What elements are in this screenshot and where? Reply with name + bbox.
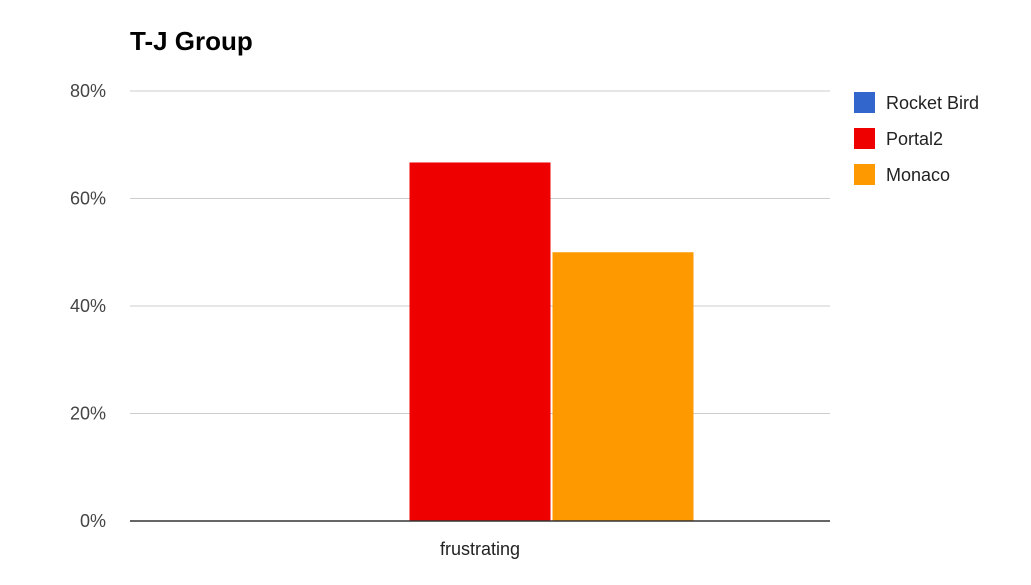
y-tick-label: 0% xyxy=(80,511,106,531)
y-tick-label: 60% xyxy=(70,189,106,209)
y-tick-label: 80% xyxy=(70,81,106,101)
y-tick-label: 20% xyxy=(70,404,106,424)
chart-title: T-J Group xyxy=(130,26,253,56)
y-axis-ticks: 0% 20% 40% 60% 80% xyxy=(70,81,106,531)
legend-label: Monaco xyxy=(886,165,950,185)
legend-swatch xyxy=(854,128,875,149)
legend-label: Portal2 xyxy=(886,129,943,149)
legend-swatch xyxy=(854,164,875,185)
y-tick-label: 40% xyxy=(70,296,106,316)
legend: Rocket Bird Portal2 Monaco xyxy=(854,92,979,185)
bar-portal2 xyxy=(409,162,551,522)
legend-swatch xyxy=(854,92,875,113)
bar-monaco xyxy=(552,252,694,521)
bars xyxy=(409,162,694,522)
x-axis-categories: frustrating xyxy=(440,539,520,559)
legend-label: Rocket Bird xyxy=(886,93,979,113)
x-category-label: frustrating xyxy=(440,539,520,559)
